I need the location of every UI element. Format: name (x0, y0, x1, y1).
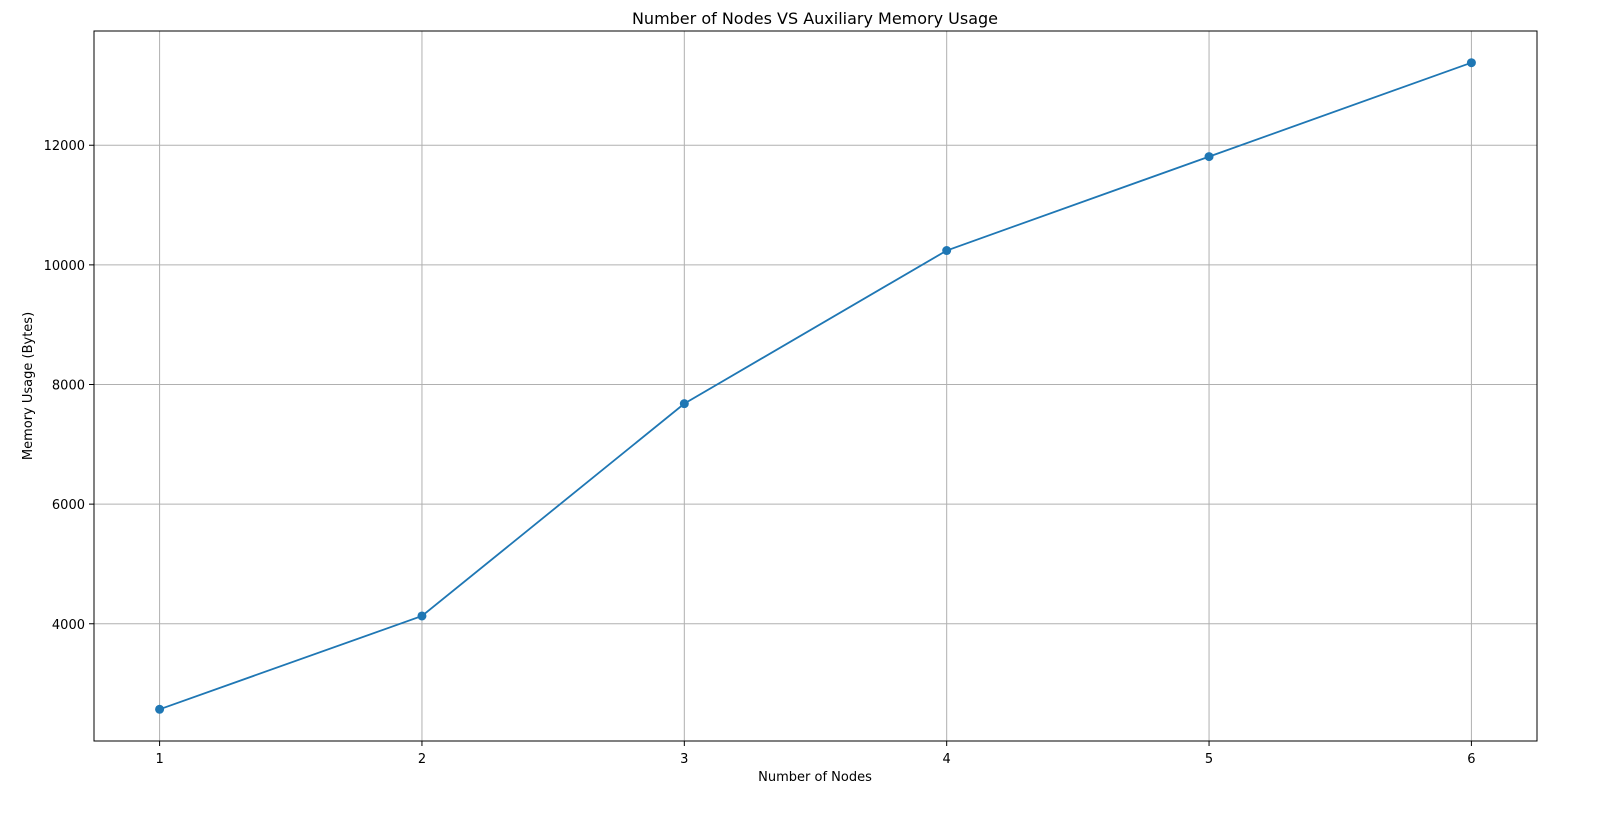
data-point (417, 611, 427, 621)
x-tick-label: 3 (680, 752, 688, 767)
x-axis-label: Number of Nodes (758, 770, 872, 785)
data-point (155, 704, 165, 714)
y-tick-label: 10000 (44, 259, 85, 274)
chart-title: Number of Nodes VS Auxiliary Memory Usag… (632, 9, 998, 28)
y-tick-label: 12000 (44, 139, 85, 154)
tick-layer: 1 2 3 4 5 6 4000 6000 8000 10000 12000 (44, 139, 1476, 767)
y-tick-label: 4000 (52, 618, 85, 633)
data-point (942, 246, 952, 256)
x-tick-label: 1 (155, 752, 163, 767)
data-point (679, 399, 689, 409)
data-point (1466, 58, 1476, 68)
y-tick-label: 6000 (52, 498, 85, 513)
data-point (1204, 152, 1214, 162)
x-tick-label: 4 (943, 752, 951, 767)
x-tick-label: 6 (1467, 752, 1475, 767)
series-layer (155, 58, 1476, 714)
x-tick-label: 2 (418, 752, 426, 767)
plot-frame (93, 30, 1538, 742)
series-line (159, 61, 1472, 711)
y-tick-label: 8000 (52, 379, 85, 394)
y-axis-label: Memory Usage (Bytes) (21, 312, 36, 460)
grid-layer (94, 31, 1537, 741)
x-tick-label: 5 (1205, 752, 1213, 767)
